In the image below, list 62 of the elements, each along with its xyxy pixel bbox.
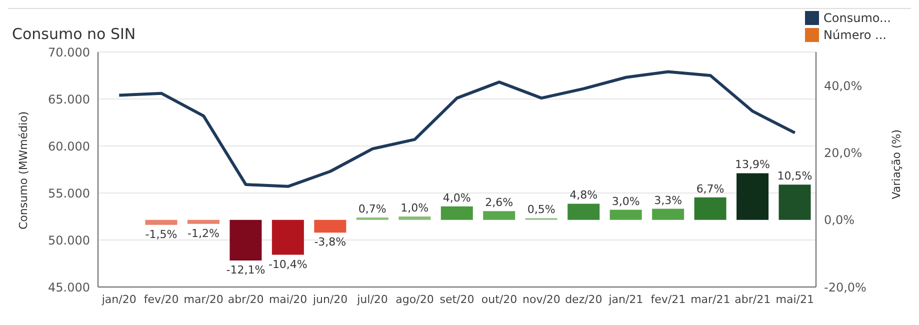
data-label: -3,8%: [314, 236, 346, 249]
data-label: 2,6%: [485, 196, 514, 210]
data-label: 0,7%: [358, 202, 386, 216]
data-label: -1,5%: [145, 228, 178, 241]
x-tick-label: mar/21: [690, 292, 730, 306]
bar: [187, 220, 220, 224]
x-tick-label: abr/21: [734, 292, 771, 306]
x-tick-label: jun/20: [312, 292, 348, 306]
bar: [610, 210, 642, 220]
data-label: -12,1%: [226, 263, 266, 276]
data-label: 3,3%: [654, 194, 682, 207]
x-tick-label: ago/20: [396, 292, 434, 306]
bar: [652, 208, 684, 220]
text: Número ...: [822, 28, 888, 42]
x-tick-label: abr/20: [228, 292, 264, 306]
bar: [440, 206, 473, 220]
y2-tick-label: 20,0%: [824, 146, 862, 160]
data-label: 0,5%: [527, 203, 556, 216]
data-label: 4,0%: [442, 191, 471, 204]
bar: [694, 197, 726, 220]
y-axis-title: Consumo (MWmédio): [16, 111, 30, 230]
data-label: 4,8%: [570, 188, 598, 202]
bar: [736, 173, 769, 220]
legend-label: Consumo...: [822, 11, 891, 25]
x-tick-label: nov/20: [522, 292, 560, 306]
y-tick-label: 70.000: [48, 45, 90, 60]
bar: [483, 211, 516, 220]
bar: [778, 184, 811, 220]
x-tick-label: dez/20: [565, 292, 602, 306]
y-tick-label: 50.000: [48, 233, 90, 248]
x-tick-label: fev/20: [144, 292, 179, 306]
data-label: 6,7%: [696, 182, 724, 196]
x-tick-label: set/20: [440, 292, 474, 306]
x-tick-label: jan/21: [608, 292, 644, 306]
bar: [145, 220, 178, 225]
data-label: -10,4%: [268, 258, 308, 271]
bar: [314, 220, 346, 233]
y-tick-label: 60.000: [48, 139, 90, 154]
x-tick-label: mai/21: [776, 292, 814, 306]
bar: [272, 220, 304, 255]
data-label: -1,2%: [188, 226, 220, 240]
x-tick-label: mar/20: [184, 292, 224, 306]
x-tick-label: jan/20: [100, 292, 136, 306]
y2-tick-label: 40,0%: [824, 78, 862, 93]
y2-tick-label: -20,0%: [824, 280, 866, 294]
data-label: 3,0%: [612, 194, 640, 208]
y-tick-label: 45.000: [48, 280, 90, 294]
chart-title: Consumo no SIN: [12, 25, 136, 43]
bar: [230, 220, 262, 260]
x-tick-label: out/20: [481, 292, 518, 306]
bar: [568, 204, 600, 220]
y2-tick-label: 0,0%: [824, 213, 854, 228]
x-tick-label: jul/20: [356, 292, 388, 306]
y2-axis-title: Variação (%): [890, 130, 903, 200]
x-tick-label: fev/21: [650, 292, 686, 306]
bar: [398, 216, 431, 220]
x-tick-label: mai/20: [268, 292, 308, 306]
data-label: 1,0%: [400, 202, 429, 214]
y-tick-label: 65.000: [48, 92, 90, 106]
data-label: 13,9%: [735, 158, 770, 172]
y-tick-label: 55.000: [48, 186, 90, 200]
data-label: 10,5%: [777, 170, 812, 183]
